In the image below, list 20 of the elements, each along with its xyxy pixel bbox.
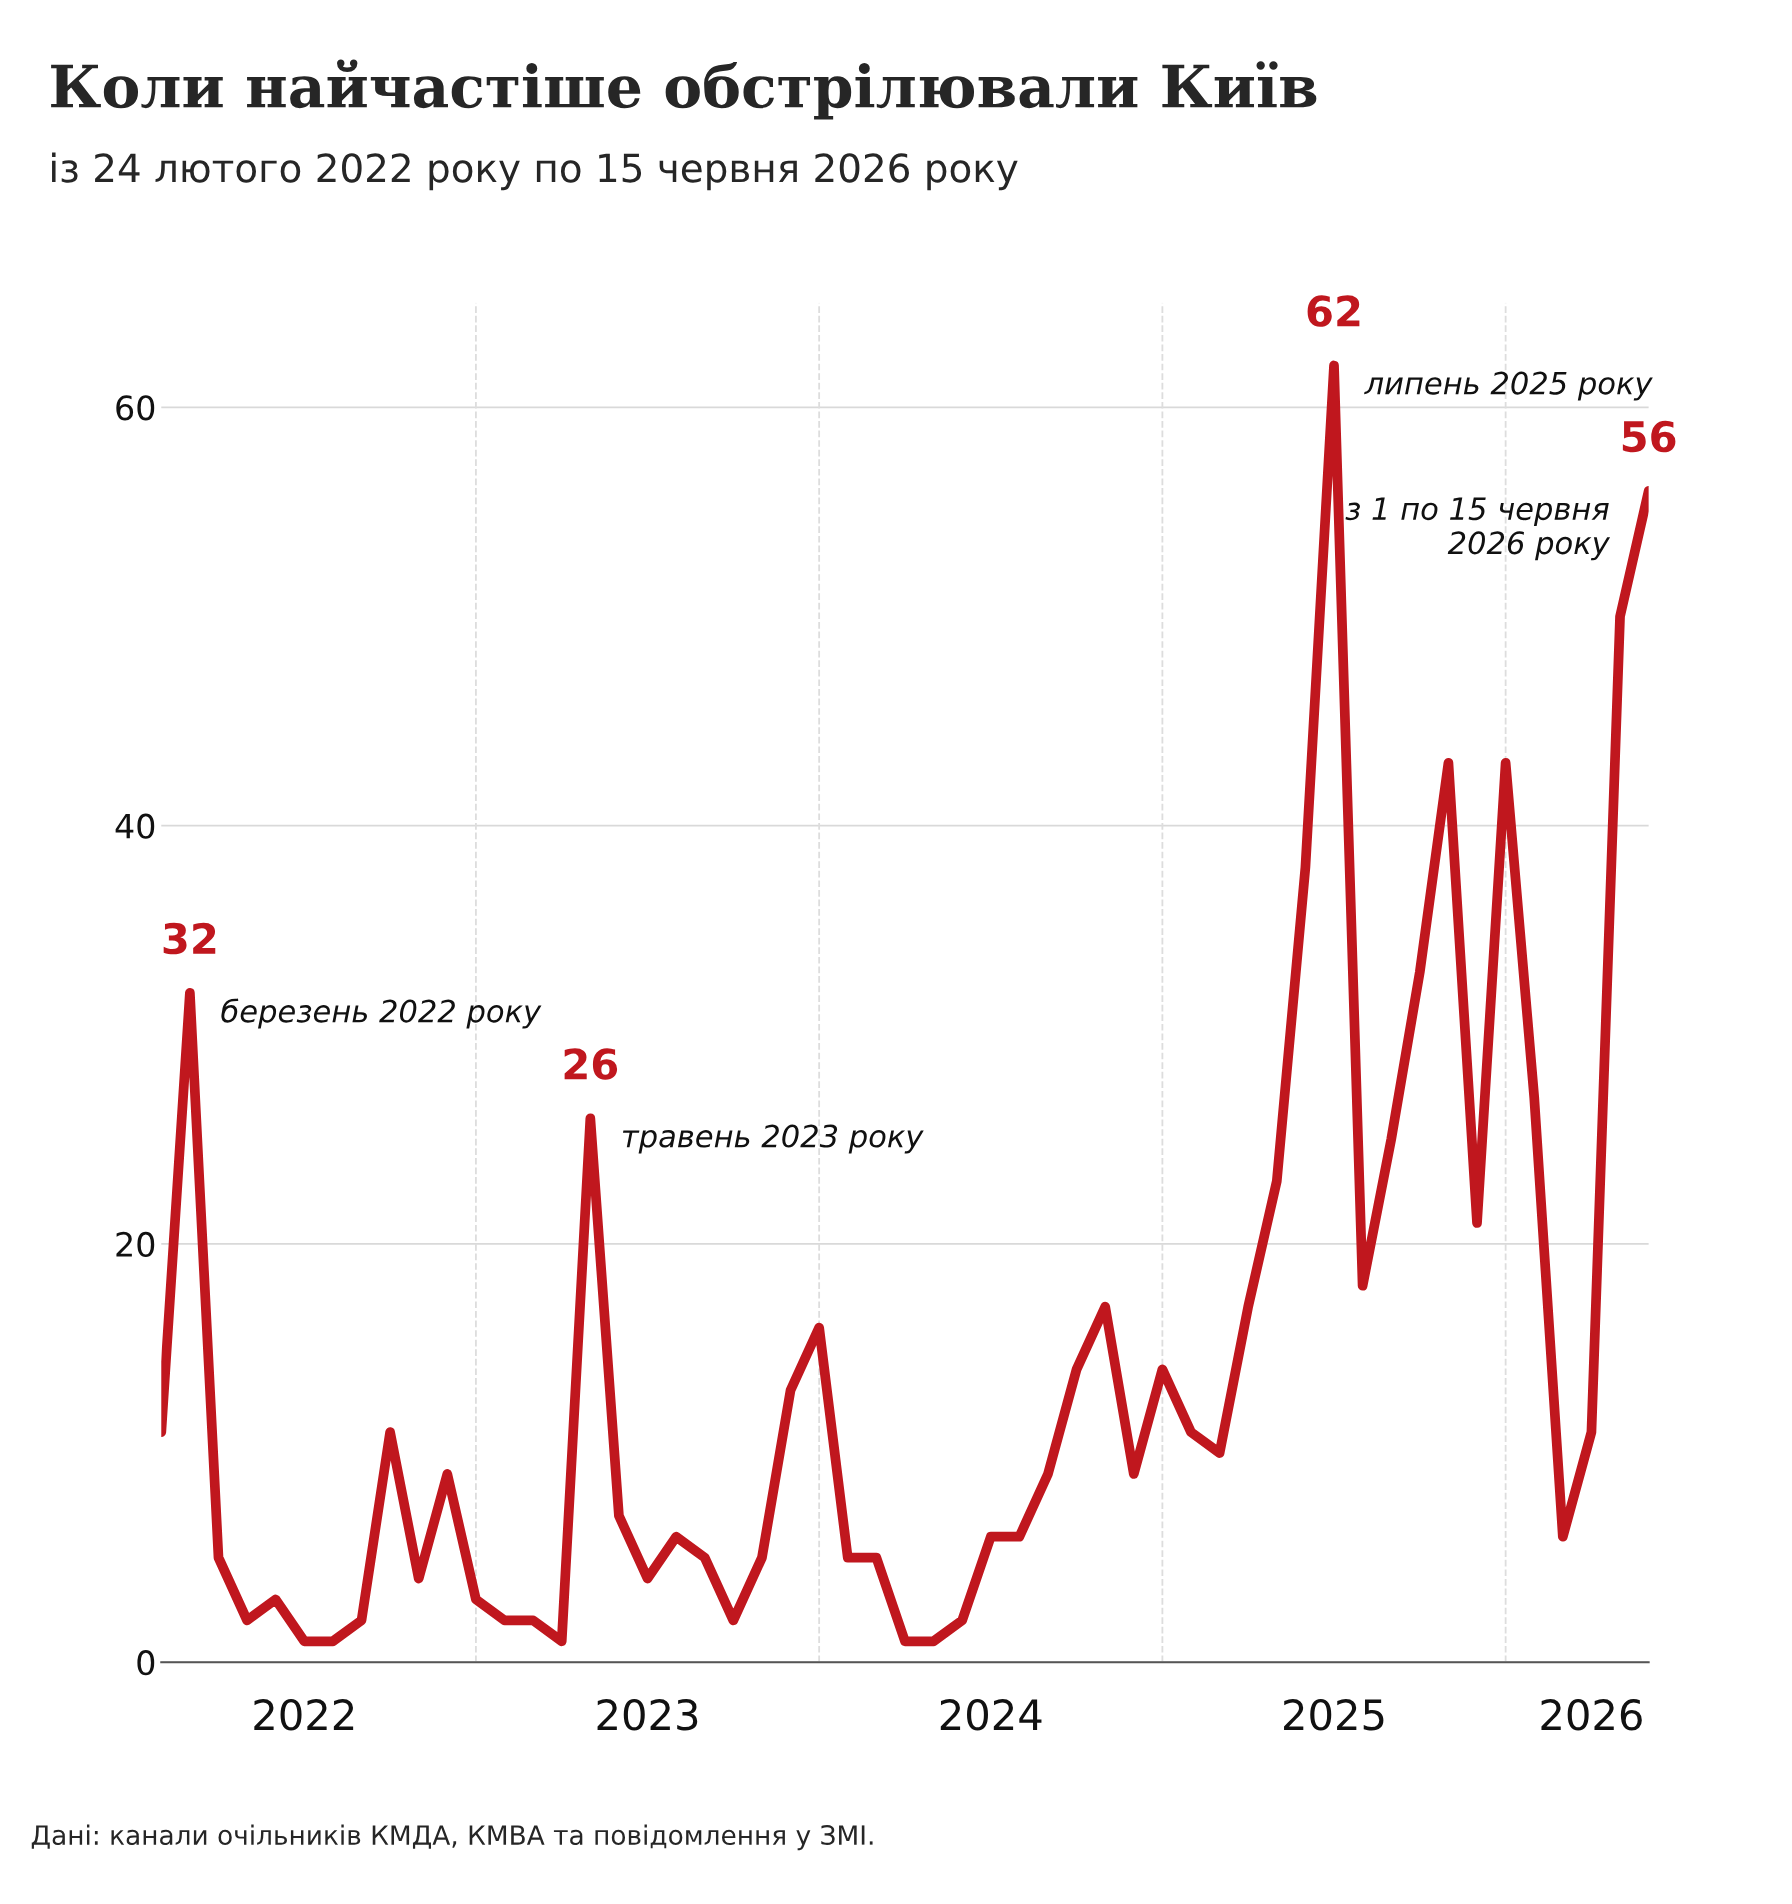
data-label: 56 — [1622, 420, 1676, 453]
annotation: липень 2025 року — [1364, 371, 1653, 401]
y-tick-label: 60 — [116, 395, 155, 421]
annotation: з 1 по 15 червня 2026 року — [1345, 497, 1611, 561]
annotation: травень 2023 року — [622, 1124, 924, 1154]
y-tick-label: 40 — [115, 813, 155, 839]
x-tick-label: 2025 — [1284, 1699, 1384, 1731]
data-label: 32 — [163, 922, 216, 955]
data-label: 62 — [1307, 295, 1360, 327]
chart-subtitle: із 24 лютого 2022 року по 15 червня 2026 року — [52, 152, 1018, 191]
text: Дані: канали очільників КМДА, КМВА та повідомлення у ЗМІ. — [31, 1824, 873, 1851]
y-tick-label: 20 — [116, 1231, 155, 1258]
x-tick-label: 2022 — [254, 1699, 354, 1731]
annotation: березень 2022 року — [221, 998, 542, 1029]
chart-title: Коли найчастіше обстрілювали Київ — [51, 59, 1317, 120]
data-label: 26 — [564, 1048, 618, 1080]
y-tick-label: 0 — [137, 1650, 155, 1676]
x-tick-label: 2024 — [940, 1699, 1042, 1731]
x-tick-label: 2026 — [1541, 1699, 1642, 1731]
x-tick-label: 2023 — [597, 1699, 698, 1731]
